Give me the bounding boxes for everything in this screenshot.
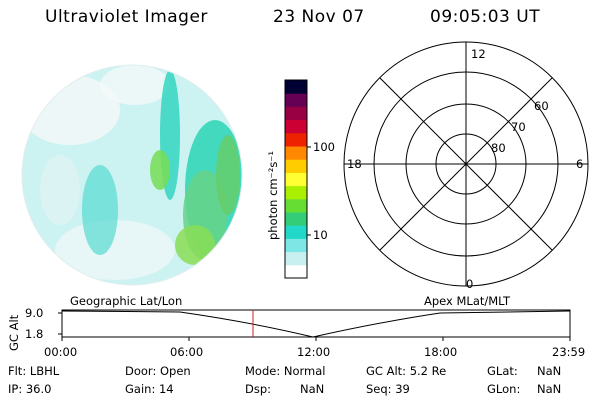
info-glat-value: NaN (537, 364, 562, 378)
polar-label-bottom: 0 (466, 277, 474, 291)
colorbar-band (285, 251, 307, 266)
colorbar-band (285, 80, 307, 94)
strip-y-tick-high: 9.0 (25, 306, 44, 320)
colorbar-band (285, 264, 307, 279)
info-dsp-label: Dsp: (245, 382, 272, 396)
colorbar-tick-100: 100 (313, 140, 335, 154)
info-gc-alt: GC Alt: 5.2 Re (366, 364, 447, 378)
strip-y-tick-low: 1.8 (25, 327, 44, 341)
colorbar-tick-10: 10 (313, 228, 328, 242)
polar-label-top: 12 (471, 47, 486, 61)
colorbar-band (285, 212, 307, 226)
colorbar-band (285, 185, 307, 200)
colorbar-band (285, 132, 307, 147)
info-mode: Mode: Normal (245, 364, 326, 378)
colorbar-band (285, 159, 307, 173)
info-dsp-value: NaN (300, 382, 325, 396)
strip-right-caption: Apex MLat/MLT (424, 294, 511, 308)
info-door: Door: Open (125, 364, 191, 378)
time-label: 09:05:03 UT (430, 7, 541, 27)
info-glon-value: NaN (537, 382, 562, 396)
info-glon-label: GLon: (487, 382, 521, 396)
strip-left-caption: Geographic Lat/Lon (70, 294, 183, 308)
date-label: 23 Nov 07 (273, 7, 365, 27)
polar-label-right: 6 (576, 157, 584, 171)
colorbar-band (285, 93, 307, 107)
info-ip: IP: 36.0 (8, 382, 52, 396)
polar-ring-label-60: 60 (534, 99, 549, 113)
strip-x-tick: 18:00 (424, 345, 458, 359)
polar-label-left: 18 (347, 157, 362, 171)
colorbar-band (285, 198, 307, 213)
polar-ring-label-70: 70 (511, 120, 526, 134)
colorbar-band (285, 225, 307, 239)
strip-x-tick: 00:00 (44, 345, 78, 359)
strip-x-tick: 23:59 (552, 345, 586, 359)
info-seq: Seq: 39 (366, 382, 410, 396)
colorbar-band (285, 106, 307, 121)
colorbar-band (285, 238, 307, 253)
strip-x-tick: 06:00 (170, 345, 204, 359)
colorbar-band (285, 172, 307, 187)
strip-x-tick: 12:00 (297, 345, 331, 359)
info-glat-label: GLat: (487, 364, 518, 378)
info-flt: Flt: LBHL (8, 364, 60, 378)
colorbar-band (285, 146, 307, 160)
instrument-title: Ultraviolet Imager (45, 7, 208, 27)
info-gain: Gain: 14 (125, 382, 174, 396)
polar-ring-label-80: 80 (491, 141, 506, 155)
colorbar-band (285, 119, 307, 134)
strip-y-label: GC Alt (7, 314, 21, 351)
